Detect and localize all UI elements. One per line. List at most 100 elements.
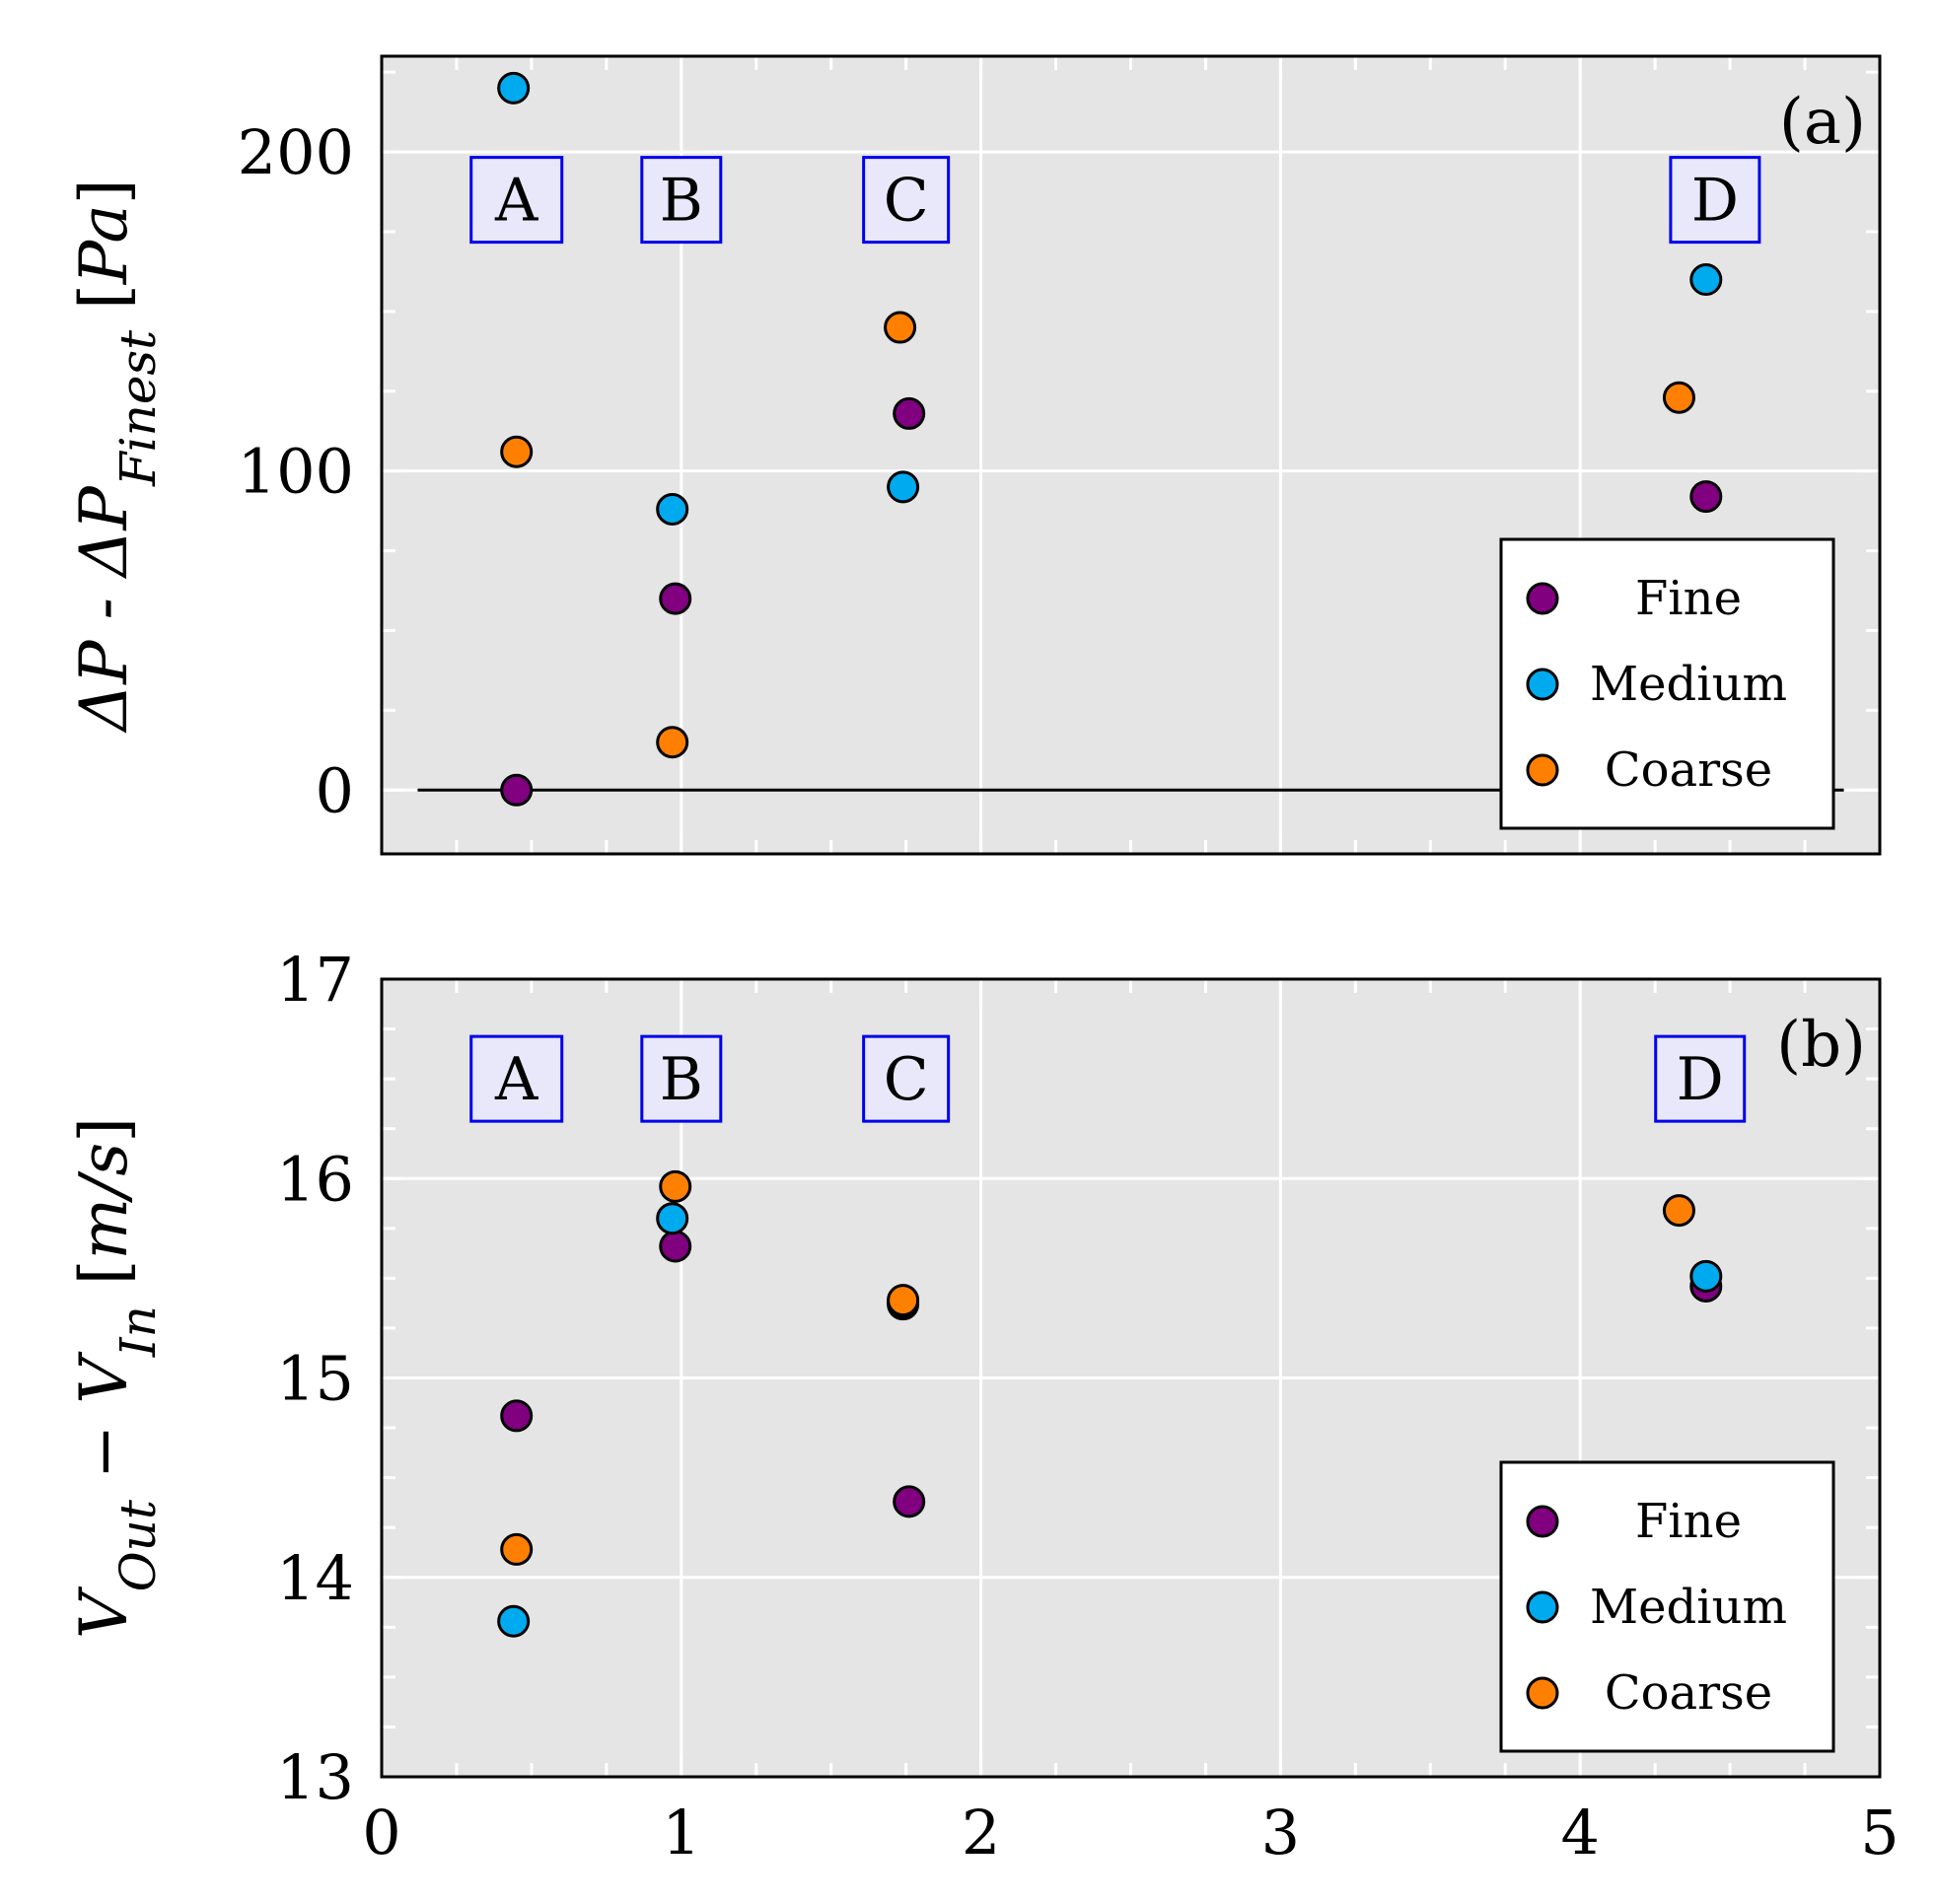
panel-b-y-tick-label: 17 xyxy=(276,944,354,1016)
panel-b-frame xyxy=(380,977,1882,1779)
legend-label-coarse: Coarse xyxy=(1605,742,1772,798)
panel-b-x-tick-label: 2 xyxy=(962,1797,1000,1869)
y-label-unit: m/s xyxy=(66,1143,142,1260)
legend-label-medium: Medium xyxy=(1590,1580,1787,1635)
data-point-fine xyxy=(1689,480,1723,514)
data-point-coarse xyxy=(656,726,689,759)
panel-a: 0 100 200 ΔP - ΔPFinest [Pa] (a) A B C D Fine Medi… xyxy=(66,54,1882,856)
region-label: C xyxy=(884,167,929,236)
data-point-medium xyxy=(656,1202,689,1235)
legend-marker-medium xyxy=(1526,668,1559,701)
y-label-subscript: Finest xyxy=(109,329,167,487)
panel-a-region-c: C xyxy=(862,156,951,245)
y-label-subscript: In xyxy=(109,1305,167,1358)
data-point-fine xyxy=(893,396,926,430)
panel-a-y-axis-label: ΔP - ΔPFinest [Pa] xyxy=(66,179,167,735)
data-point-fine xyxy=(659,582,692,615)
region-label: A xyxy=(494,1045,538,1114)
region-label: A xyxy=(494,167,538,236)
data-point-coarse xyxy=(659,1169,692,1203)
panel-a-y-tick-label: 0 xyxy=(316,754,354,826)
panel-a-series-coarse xyxy=(500,311,1695,759)
panel-b-y-tick-label: 16 xyxy=(276,1143,354,1215)
panel-a-legend: Fine Medium Coarse xyxy=(1499,537,1835,830)
region-box xyxy=(1654,1034,1747,1123)
legend-marker-coarse xyxy=(1526,1676,1559,1710)
panel-a-region-d: D xyxy=(1669,156,1761,245)
data-point-fine xyxy=(659,1230,692,1263)
region-box xyxy=(640,1034,723,1123)
legend-label-fine: Fine xyxy=(1635,1494,1742,1549)
panel-a-series-medium xyxy=(497,71,1723,527)
panel-a-region-a: A xyxy=(469,156,564,245)
data-point-coarse xyxy=(500,435,534,468)
legend-label-fine: Fine xyxy=(1635,571,1742,626)
legend-marker-coarse xyxy=(1526,753,1559,787)
region-box xyxy=(862,1034,951,1123)
region-box xyxy=(1669,156,1761,245)
data-point-coarse xyxy=(1662,381,1695,414)
legend-marker-fine xyxy=(1526,1505,1559,1538)
panel-b-region-c: C xyxy=(862,1034,951,1123)
region-label: B xyxy=(660,1045,703,1114)
y-label-bracket: ] xyxy=(66,179,142,205)
region-box xyxy=(640,156,723,245)
data-point-medium xyxy=(1689,1259,1723,1293)
legend-marker-fine xyxy=(1526,582,1559,615)
y-label-minus: − xyxy=(66,1404,142,1500)
region-box xyxy=(862,156,951,245)
panel-a-y-tick-label: 100 xyxy=(238,436,354,508)
data-point-fine xyxy=(893,1485,926,1518)
panel-b-y-tick-label: 14 xyxy=(276,1542,354,1614)
data-point-medium xyxy=(497,1604,531,1638)
legend-marker-medium xyxy=(1526,1590,1559,1624)
data-point-medium xyxy=(1689,263,1723,297)
panel-a-region-b: B xyxy=(640,156,723,245)
panel-b-x-tick-label: 4 xyxy=(1560,1797,1599,1869)
data-point-coarse xyxy=(1662,1194,1695,1228)
panel-b-legend: Fine Medium Coarse xyxy=(1499,1460,1835,1753)
panel-b-tag: (b) xyxy=(1776,1009,1866,1082)
panel-b-y-tick-label: 13 xyxy=(276,1741,354,1813)
y-label-bracket: [ xyxy=(66,284,142,330)
y-label-bracket: ] xyxy=(66,1117,142,1143)
panel-b-region-b: B xyxy=(640,1034,723,1123)
data-point-medium xyxy=(497,71,531,105)
legend-label-medium: Medium xyxy=(1590,657,1787,712)
y-label-base: ΔP - ΔP xyxy=(66,484,142,734)
data-point-coarse xyxy=(500,1532,534,1566)
region-label: C xyxy=(884,1045,929,1114)
panel-b-series-coarse xyxy=(500,1169,1695,1566)
data-point-fine xyxy=(500,1399,534,1433)
region-label: D xyxy=(1677,1045,1724,1114)
region-label: D xyxy=(1691,167,1739,236)
panel-a-y-tick-label: 200 xyxy=(238,116,354,188)
region-box xyxy=(469,1034,564,1123)
region-box xyxy=(469,156,564,245)
panel-b-x-tick-label: 5 xyxy=(1860,1797,1899,1869)
data-point-coarse xyxy=(887,1284,920,1317)
panel-a-tag: (a) xyxy=(1779,86,1866,159)
data-point-coarse xyxy=(884,311,917,344)
y-label-unit: Pa xyxy=(66,204,142,285)
panel-b-y-tick-label: 15 xyxy=(276,1343,354,1415)
panel-a-frame xyxy=(380,54,1882,856)
region-label: B xyxy=(660,167,703,236)
y-label-var: V xyxy=(66,1351,142,1404)
y-label-bracket: [ xyxy=(66,1259,142,1305)
data-point-medium xyxy=(656,493,689,527)
panel-b-y-axis-label: VOut − VIn [m/s] xyxy=(66,1117,167,1639)
data-point-medium xyxy=(887,470,920,504)
data-point-fine xyxy=(500,773,534,807)
panel-b-x-tick-label: 0 xyxy=(362,1797,400,1869)
legend-label-coarse: Coarse xyxy=(1605,1665,1772,1721)
panel-b-region-a: A xyxy=(469,1034,564,1123)
y-label-var: V xyxy=(66,1586,142,1639)
panel-b-x-tick-label: 1 xyxy=(662,1797,700,1869)
y-label-subscript: Out xyxy=(109,1499,167,1591)
panel-b-region-d: D xyxy=(1654,1034,1747,1123)
panel-a-series-fine xyxy=(500,396,1723,807)
panel-b-x-tick-label: 3 xyxy=(1261,1797,1300,1869)
